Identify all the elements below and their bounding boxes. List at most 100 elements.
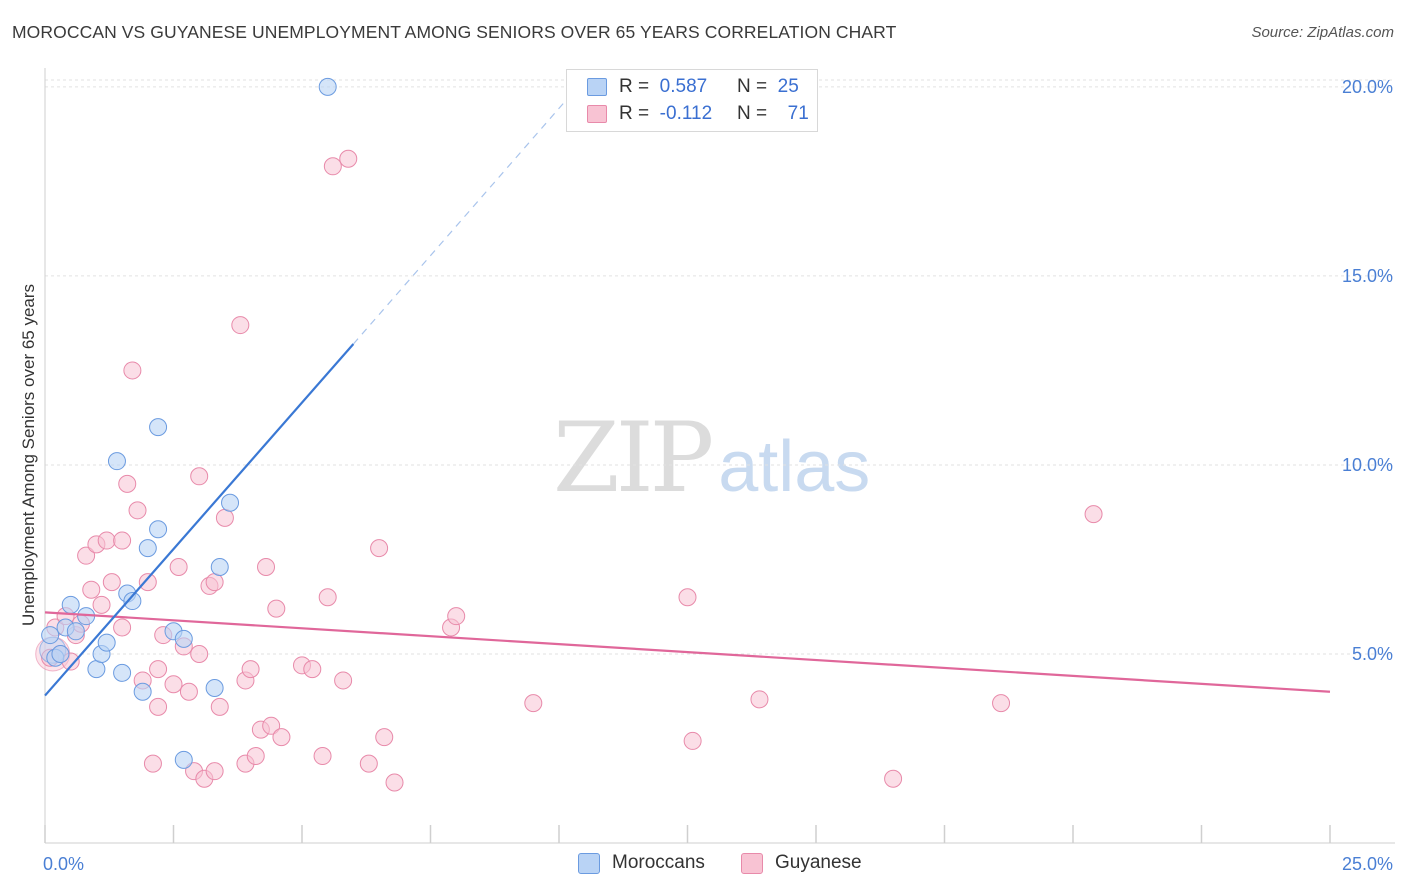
moroccan-point — [123, 592, 142, 611]
y-tick-label: 20.0% — [1342, 77, 1393, 97]
guyanese-point — [102, 573, 121, 592]
guyanese-point — [113, 531, 132, 550]
guyanese-point — [359, 754, 378, 773]
guyanese-point — [257, 558, 276, 577]
guyanese-point — [143, 754, 162, 773]
moroccan-point — [66, 622, 85, 641]
moroccan-point — [61, 595, 80, 614]
guyanese-point — [318, 588, 337, 607]
legend-r-value: 0.587 — [659, 76, 708, 97]
grid-lines — [45, 79, 1395, 655]
guyanese-point — [149, 660, 168, 679]
guyanese-swatch — [587, 105, 607, 123]
legend-label-guyanese: Guyanese — [775, 852, 862, 873]
guyanese-point — [262, 716, 281, 735]
guyanese-points — [35, 149, 1103, 792]
chart-title: MOROCCAN VS GUYANESE UNEMPLOYMENT AMONG … — [12, 22, 897, 42]
legend-n-label: N = — [736, 103, 768, 124]
moroccan-points — [39, 77, 337, 769]
watermark: ZIP atlas — [553, 402, 870, 514]
moroccan-point — [210, 558, 229, 577]
guyanese-point — [1084, 505, 1103, 524]
guyanese-point — [334, 671, 353, 690]
legend-item-guyanese[interactable]: Guyanese — [741, 852, 862, 874]
guyanese-trend-line — [44, 611, 1331, 693]
guyanese-point — [524, 694, 543, 713]
guyanese-point — [118, 474, 137, 493]
guyanese-point — [190, 644, 209, 663]
legend-r-label: R = — [619, 76, 650, 97]
y-tick-label: 5.0% — [1352, 644, 1393, 664]
guyanese-legend-swatch — [741, 852, 763, 874]
guyanese-point — [138, 573, 157, 592]
guyanese-point — [210, 697, 229, 716]
legend-r-value: -0.112 — [659, 103, 713, 124]
guyanese-point — [375, 728, 394, 747]
guyanese-point — [149, 697, 168, 716]
guyanese-point — [678, 588, 697, 607]
guyanese-point — [128, 501, 147, 520]
guyanese-point — [82, 580, 101, 599]
x-tick-label: 25.0% — [1342, 854, 1393, 874]
guyanese-point — [683, 731, 702, 750]
guyanese-point — [205, 573, 224, 592]
moroccan-point — [113, 663, 132, 682]
guyanese-point — [164, 675, 183, 694]
moroccan-point — [174, 750, 193, 769]
moroccan-trend-line — [44, 343, 355, 697]
moroccan-point — [205, 679, 224, 697]
moroccan-point — [51, 644, 70, 663]
moroccan-point — [87, 660, 106, 679]
watermark-atlas: atlas — [718, 427, 871, 507]
guyanese-point — [313, 747, 332, 766]
moroccan-point — [107, 452, 126, 471]
moroccans-swatch — [587, 78, 607, 96]
guyanese-point — [370, 539, 389, 558]
axes — [44, 68, 1395, 844]
guyanese-point — [884, 769, 903, 788]
trend-lines — [44, 90, 1331, 697]
legend-label-moroccans: Moroccans — [612, 852, 705, 873]
guyanese-point — [215, 508, 234, 527]
guyanese-point — [323, 157, 342, 176]
moroccan-point — [318, 77, 337, 96]
guyanese-point — [992, 694, 1011, 713]
guyanese-point — [205, 762, 224, 781]
guyanese-point — [750, 690, 769, 709]
source-credit: Source: ZipAtlas.com — [1251, 24, 1394, 41]
guyanese-point — [179, 682, 198, 701]
legend-r-label: R = — [619, 103, 650, 124]
moroccan-point — [149, 418, 168, 437]
legend-item-moroccans[interactable]: Moroccans — [578, 852, 705, 874]
legend-n-value: 25 — [777, 76, 799, 97]
series-legend: Moroccans Guyanese — [0, 852, 1406, 878]
guyanese-point — [385, 773, 404, 792]
moroccan-point — [149, 520, 168, 539]
moroccans-legend-swatch — [578, 852, 600, 874]
correlation-legend: R = 0.587 N = 25 R = -0.112 N = 71 — [566, 69, 818, 132]
moroccan-point — [138, 539, 157, 558]
watermark-zip: ZIP — [553, 402, 714, 514]
legend-n-value: 71 — [787, 103, 809, 124]
moroccan-point — [41, 626, 60, 645]
guyanese-point — [241, 660, 260, 679]
guyanese-point — [97, 531, 116, 550]
legend-row-moroccans: R = 0.587 N = 25 — [587, 75, 799, 99]
tick-labels: 5.0% 10.0% 15.0% 20.0% 0.0% 25.0% — [43, 77, 1393, 874]
guyanese-point — [339, 149, 358, 168]
guyanese-point — [92, 595, 111, 614]
guyanese-point — [267, 599, 286, 618]
y-tick-label: 10.0% — [1342, 455, 1393, 475]
guyanese-point — [246, 747, 265, 766]
legend-n-label: N = — [736, 76, 768, 97]
guyanese-point — [272, 728, 291, 747]
y-tick-label: 15.0% — [1342, 266, 1393, 286]
moroccan-point — [174, 629, 193, 648]
moroccan-point — [97, 633, 116, 652]
guyanese-point — [169, 558, 188, 577]
guyanese-point — [190, 467, 209, 486]
guyanese-point — [303, 660, 322, 679]
moroccan-trend-extension — [352, 90, 575, 345]
guyanese-point — [231, 316, 250, 335]
